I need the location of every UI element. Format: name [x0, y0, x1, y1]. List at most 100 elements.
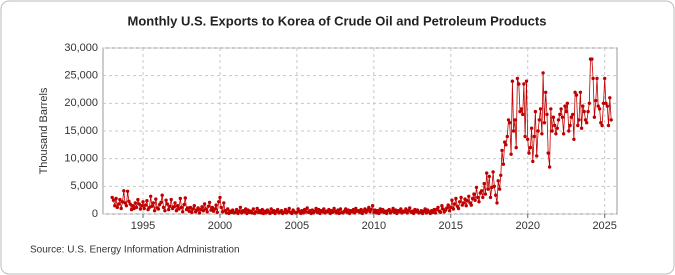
data-point: [445, 206, 449, 210]
data-point: [125, 189, 130, 193]
data-point: [576, 123, 580, 128]
data-point: [595, 76, 599, 81]
data-point: [218, 195, 222, 200]
data-point: [458, 200, 462, 204]
data-point: [527, 151, 531, 155]
data-point: [318, 211, 322, 216]
data-point: [337, 211, 341, 216]
y-tick-label: 0: [92, 208, 98, 220]
data-point: [574, 93, 579, 97]
data-point: [579, 126, 584, 130]
data-point: [260, 207, 264, 212]
data-point: [531, 159, 535, 164]
data-point: [206, 204, 211, 208]
data-point: [438, 210, 443, 214]
data-point: [519, 107, 523, 111]
x-tick-label: 2020: [516, 220, 540, 232]
data-point: [447, 209, 452, 213]
data-point: [529, 126, 534, 130]
data-point: [487, 174, 491, 179]
data-point: [459, 195, 463, 200]
data-point: [190, 210, 194, 214]
data-point: [406, 209, 411, 213]
data-point: [501, 162, 506, 166]
data-point: [169, 197, 173, 202]
data-point: [521, 112, 525, 117]
data-point: [568, 123, 572, 128]
data-point: [538, 107, 543, 111]
data-point: [571, 112, 575, 117]
data-point: [315, 210, 320, 214]
data-point: [192, 204, 196, 208]
data-point: [441, 207, 445, 211]
data-point: [327, 207, 331, 212]
data-point: [338, 207, 343, 211]
data-point: [128, 202, 132, 206]
data-point: [113, 204, 117, 208]
data-point: [152, 209, 157, 213]
data-point: [283, 207, 288, 212]
data-point: [524, 79, 529, 83]
data-point: [331, 210, 335, 214]
data-point: [347, 211, 352, 216]
data-point: [590, 57, 594, 61]
data-point: [577, 118, 581, 122]
data-point: [470, 196, 475, 201]
data-point: [191, 207, 195, 211]
data-point: [127, 199, 131, 203]
data-point: [599, 121, 603, 125]
data-point: [573, 90, 577, 95]
data-point: [563, 104, 567, 108]
data-point: [164, 198, 168, 202]
data-point: [172, 205, 176, 209]
data-point: [179, 205, 184, 210]
data-point: [175, 204, 180, 208]
data-point: [606, 123, 611, 128]
data-point: [136, 197, 140, 202]
data-point: [536, 129, 540, 133]
data-point: [204, 207, 208, 211]
data-point: [449, 205, 453, 210]
data-point: [581, 104, 585, 108]
data-point: [594, 98, 598, 103]
data-point: [511, 129, 516, 133]
data-point: [450, 198, 454, 202]
data-point: [564, 109, 568, 114]
data-point: [497, 187, 502, 191]
data-point: [161, 205, 166, 210]
data-point: [452, 202, 457, 206]
data-point: [587, 101, 591, 106]
data-point: [596, 104, 600, 108]
data-point: [255, 206, 259, 211]
data-point: [555, 126, 559, 130]
data-point: [391, 206, 395, 211]
data-point: [514, 145, 518, 150]
data-point: [436, 205, 440, 210]
data-point: [196, 206, 200, 210]
data-point: [381, 207, 385, 212]
data-point: [559, 107, 563, 111]
data-point: [182, 202, 186, 207]
data-point: [550, 129, 554, 133]
data-point: [217, 200, 221, 204]
data-point: [210, 205, 214, 210]
data-point: [583, 118, 588, 122]
data-point: [376, 209, 380, 213]
x-tick-label: 2015: [439, 220, 463, 232]
data-point: [553, 123, 557, 128]
data-point: [199, 207, 203, 212]
data-point: [402, 210, 407, 214]
data-point: [156, 207, 161, 211]
data-point: [446, 203, 450, 207]
data-point: [535, 154, 539, 158]
data-point: [495, 201, 499, 205]
data-point: [359, 207, 363, 212]
data-point: [504, 143, 508, 147]
data-point: [597, 107, 602, 111]
data-point: [492, 184, 496, 188]
data-point: [485, 171, 489, 175]
data-point: [517, 82, 521, 86]
data-point: [494, 193, 498, 197]
data-point: [245, 211, 249, 216]
